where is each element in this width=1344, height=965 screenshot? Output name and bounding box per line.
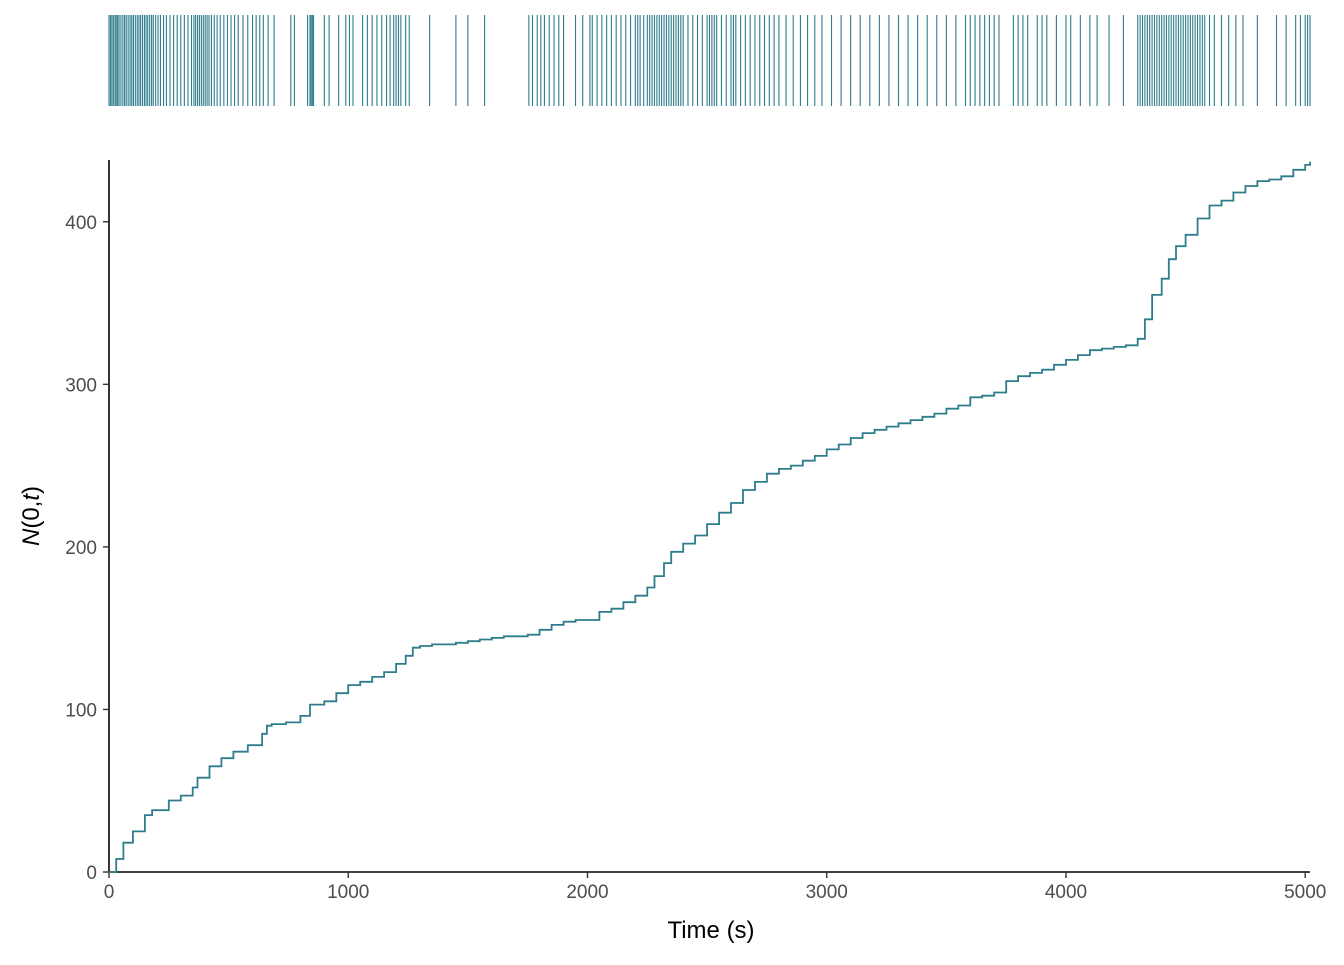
y-tick-label: 400 [65, 213, 97, 234]
x-tick-label: 3000 [806, 882, 848, 903]
x-tick-label: 0 [104, 882, 115, 903]
y-tick-label: 200 [65, 538, 97, 559]
axes: 0 1000 2000 3000 4000 5000 0 100 200 300 400 [65, 160, 1326, 903]
y-axis-ticks: 0 100 200 300 400 [65, 213, 109, 884]
x-axis-title: Time (s) [667, 917, 754, 944]
x-tick-label: 1000 [327, 882, 369, 903]
x-tick-label: 4000 [1045, 882, 1087, 903]
y-axis-title-close: ) [18, 486, 45, 494]
y-tick-label: 100 [65, 700, 97, 721]
y-axis-title: N(0,t) [18, 486, 45, 546]
y-tick-label: 0 [86, 863, 97, 884]
x-tick-label: 2000 [566, 882, 608, 903]
cumulative-count-line [109, 161, 1311, 873]
y-axis-title-t: t [18, 493, 45, 501]
x-axis-ticks: 0 1000 2000 3000 4000 5000 [104, 872, 1326, 903]
y-axis-title-open: (0, [18, 501, 45, 529]
rug-plot [108, 15, 1311, 106]
y-tick-label: 300 [65, 375, 97, 396]
x-tick-label: 5000 [1284, 882, 1326, 903]
y-axis-title-n: N [18, 528, 45, 546]
